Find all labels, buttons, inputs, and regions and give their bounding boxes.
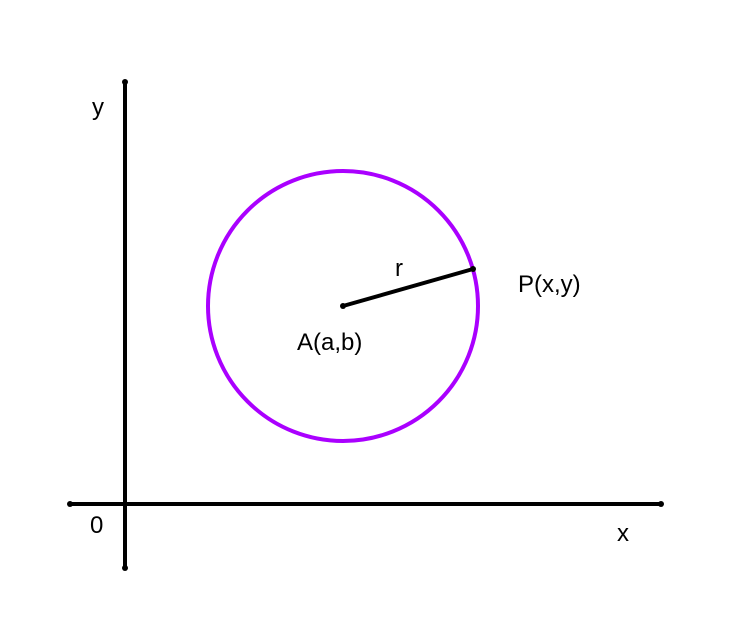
x-axis-label: x [617, 520, 629, 547]
center-label: A(a,b) [297, 329, 362, 356]
y-axis-bottom-endpoint [122, 565, 128, 571]
x-axis-right-endpoint [658, 501, 664, 507]
radius-label: r [395, 255, 403, 282]
origin-label: 0 [90, 512, 103, 539]
y-axis-label: y [92, 94, 104, 121]
center-point [340, 303, 346, 309]
x-axis-left-endpoint [67, 501, 73, 507]
circle [206, 169, 480, 443]
point-label: P(x,y) [518, 271, 581, 298]
radius-segment [341, 267, 475, 308]
point-p [470, 266, 476, 272]
y-axis-top-endpoint [122, 79, 128, 85]
